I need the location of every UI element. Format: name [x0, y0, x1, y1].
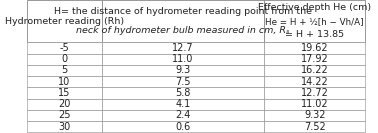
- Bar: [264, 87, 366, 99]
- Bar: [102, 76, 264, 87]
- Text: 7.52: 7.52: [304, 122, 325, 132]
- Text: 9.32: 9.32: [304, 111, 325, 120]
- Text: 20: 20: [58, 99, 71, 109]
- Bar: [102, 42, 264, 54]
- Bar: [264, 42, 366, 54]
- Bar: [264, 121, 366, 132]
- Bar: [264, 0, 366, 42]
- Text: = H + 13.85: = H + 13.85: [285, 30, 344, 39]
- Text: H= the distance of hydrometer reading point from the: H= the distance of hydrometer reading po…: [54, 7, 312, 16]
- Bar: [264, 65, 366, 76]
- Bar: [264, 76, 366, 87]
- Text: 11.0: 11.0: [172, 54, 194, 64]
- Text: 12.72: 12.72: [301, 88, 328, 98]
- Bar: [102, 99, 264, 110]
- Bar: [27, 121, 102, 132]
- Text: Effective depth He (cm): Effective depth He (cm): [258, 3, 371, 12]
- Text: 7.5: 7.5: [175, 77, 191, 87]
- Text: 0.6: 0.6: [175, 122, 191, 132]
- Text: 19.62: 19.62: [301, 43, 328, 53]
- Text: Hydrometer reading (Rh): Hydrometer reading (Rh): [5, 17, 124, 26]
- Bar: [27, 76, 102, 87]
- Bar: [102, 65, 264, 76]
- Bar: [27, 110, 102, 121]
- Bar: [102, 54, 264, 65]
- Text: 17.92: 17.92: [301, 54, 328, 64]
- Bar: [264, 54, 366, 65]
- Text: 4.1: 4.1: [175, 99, 191, 109]
- Text: 12.7: 12.7: [172, 43, 194, 53]
- Bar: [264, 110, 366, 121]
- Text: 10: 10: [58, 77, 71, 87]
- Text: 16.22: 16.22: [301, 65, 328, 76]
- Bar: [27, 65, 102, 76]
- Text: 5: 5: [61, 65, 68, 76]
- Text: 0: 0: [62, 54, 68, 64]
- Text: He = H + ½[h − Vh/A]: He = H + ½[h − Vh/A]: [265, 18, 364, 26]
- Bar: [27, 87, 102, 99]
- Bar: [27, 42, 102, 54]
- Text: 2.4: 2.4: [175, 111, 191, 120]
- Text: 25: 25: [58, 111, 71, 120]
- Bar: [27, 99, 102, 110]
- Text: 15: 15: [58, 88, 71, 98]
- Text: 9.3: 9.3: [175, 65, 191, 76]
- Bar: [102, 110, 264, 121]
- Bar: [27, 0, 102, 42]
- Text: 30: 30: [58, 122, 71, 132]
- Text: 5.8: 5.8: [175, 88, 191, 98]
- Bar: [264, 99, 366, 110]
- Text: 14.22: 14.22: [301, 77, 328, 87]
- Text: neck of hydrometer bulb measured in cm, Rₛ: neck of hydrometer bulb measured in cm, …: [76, 26, 290, 35]
- Text: 11.02: 11.02: [301, 99, 328, 109]
- Bar: [102, 121, 264, 132]
- Bar: [27, 54, 102, 65]
- Bar: [102, 87, 264, 99]
- Bar: [102, 0, 264, 42]
- Text: -5: -5: [60, 43, 70, 53]
